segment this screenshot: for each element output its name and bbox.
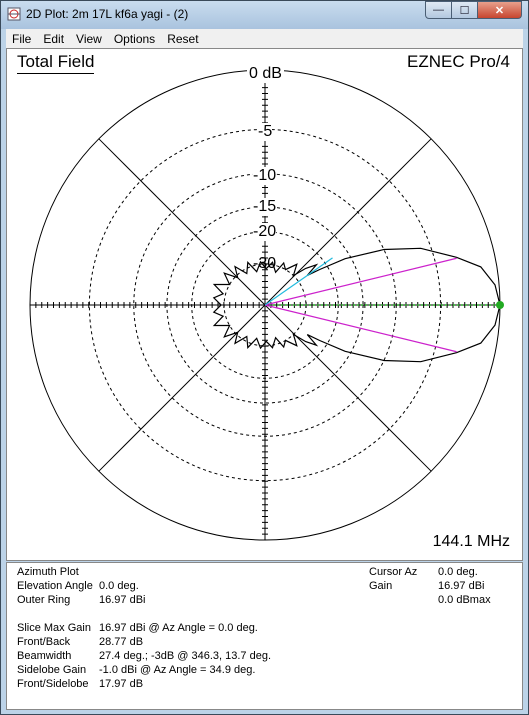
- ring-label-minus20: -20: [253, 223, 277, 241]
- slice-max-gain-value: 16.97 dBi @ Az Angle = 0.0 deg.: [99, 622, 258, 634]
- minimize-icon: —: [433, 4, 444, 16]
- sidelobe-gain-label: Sidelobe Gain: [17, 664, 87, 676]
- cursor-az-label: Cursor Az: [369, 566, 418, 578]
- menu-options[interactable]: Options: [113, 31, 156, 46]
- ring-minus5: [88, 128, 442, 482]
- frequency-label: 144.1 MHz: [432, 533, 510, 550]
- sidelobe-line: [264, 257, 333, 306]
- outer-ring-value: 16.97 dBi: [99, 594, 146, 606]
- slice-max-gain-label: Slice Max Gain: [17, 622, 91, 634]
- title-bar[interactable]: 2D Plot: 2m 17L kf6a yagi - (2) — ☐ ✕: [1, 1, 528, 29]
- maximize-icon: ☐: [459, 4, 470, 17]
- menu-bar: File Edit View Options Reset: [6, 29, 523, 48]
- menu-file[interactable]: File: [12, 31, 32, 46]
- gain-value: 16.97 dBi: [438, 580, 485, 592]
- menu-edit[interactable]: Edit: [43, 31, 65, 46]
- beamwidth-label: Beamwidth: [17, 650, 72, 662]
- eznec-label: EZNEC Pro/4: [407, 52, 510, 71]
- cursor-az-value: 0.0 deg.: [438, 566, 478, 578]
- ring-minus15: [166, 206, 364, 404]
- ring-label-minus15: -15: [253, 198, 277, 216]
- elevation-angle-value: 0.0 deg.: [99, 580, 139, 592]
- front-sidelobe-value: 17.97 dB: [99, 678, 144, 690]
- front-sidelobe-label: Front/Sidelobe: [17, 678, 89, 690]
- gain-label: Gain: [369, 580, 393, 592]
- beamwidth-value: 27.4 deg.; -3dB @ 346.3, 13.7 deg.: [99, 650, 272, 662]
- app-icon: [7, 7, 21, 21]
- ring-label-minus5: -5: [258, 123, 273, 141]
- window-title: 2D Plot: 2m 17L kf6a yagi - (2): [26, 7, 189, 21]
- close-button[interactable]: ✕: [478, 1, 522, 19]
- results-panel: Azimuth Plot Elevation Angle 0.0 deg. Ou…: [6, 562, 523, 710]
- ring-label-0db: 0 dB: [247, 65, 284, 83]
- front-back-label: Front/Back: [17, 636, 71, 648]
- spoke-45: [264, 138, 432, 306]
- spoke-315: [264, 304, 432, 472]
- sidelobe-gain-value: -1.0 dBi @ Az Angle = 34.9 deg.: [99, 664, 256, 676]
- menu-view[interactable]: View: [76, 31, 102, 46]
- total-field-label: Total Field: [17, 52, 95, 74]
- plot-type: Azimuth Plot: [17, 566, 79, 578]
- ring-label-minus10: -10: [253, 167, 277, 185]
- beamwidth-line-0: [264, 257, 457, 306]
- menu-reset[interactable]: Reset: [167, 31, 199, 46]
- spoke-225: [98, 304, 266, 472]
- elevation-angle-label: Elevation Angle: [17, 580, 93, 592]
- max-gain-marker: [496, 301, 504, 309]
- ring-label-minus30: -30: [253, 255, 277, 272]
- gain-dbmax: 0.0 dBmax: [438, 594, 491, 606]
- minimize-button[interactable]: —: [425, 1, 452, 19]
- front-back-value: 28.77 dB: [99, 636, 144, 648]
- maximize-button[interactable]: ☐: [452, 1, 478, 19]
- spoke-135: [98, 138, 266, 306]
- radiation-pattern: [212, 247, 501, 363]
- beamwidth-line-1: [264, 304, 457, 353]
- polar-plot-area[interactable]: Total Field EZNEC Pro/4 0 dB -5 -10 -15 …: [6, 48, 523, 561]
- outer-ring-label: Outer Ring: [17, 594, 71, 606]
- close-icon: ✕: [494, 4, 505, 17]
